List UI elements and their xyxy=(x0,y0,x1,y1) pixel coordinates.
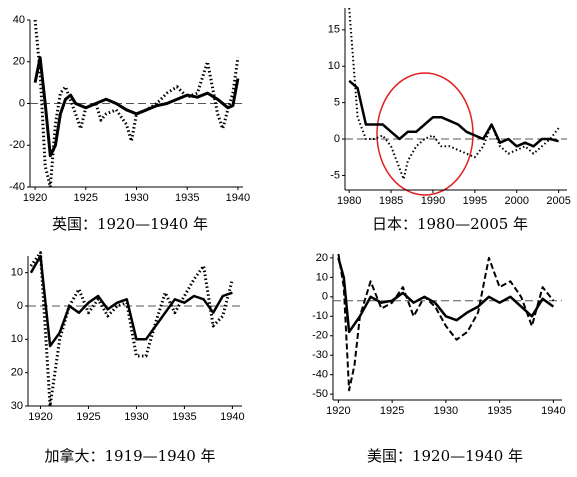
y-tick-label: 15 xyxy=(328,24,340,36)
x-tick-label: 1940 xyxy=(541,405,565,417)
y-tick-label: 10 xyxy=(316,271,328,283)
data-line xyxy=(348,7,560,181)
data-line xyxy=(29,254,233,348)
y-tick-label: 20 xyxy=(11,367,23,379)
x-tick-label: 1980 xyxy=(337,195,361,207)
data-line xyxy=(348,79,559,148)
y-tick-label: 0 xyxy=(19,97,25,109)
x-tick-label: 2005 xyxy=(546,195,570,207)
y-tick-label: -40 xyxy=(9,181,25,193)
x-tick-label: 1925 xyxy=(74,192,98,204)
chart-title: 美国：1920—1940 年 xyxy=(367,447,523,465)
data-line xyxy=(337,257,555,334)
highlight-circle xyxy=(376,72,474,196)
y-tick-label: 20 xyxy=(13,56,25,68)
y-tick-label: 10 xyxy=(11,267,23,279)
x-tick-label: 1995 xyxy=(463,195,487,207)
x-tick-label: 1935 xyxy=(172,411,196,423)
data-line xyxy=(33,56,240,158)
y-tick-label: 0 xyxy=(17,300,23,312)
x-tick-label: 1935 xyxy=(487,405,511,417)
y-tick-label: -40 xyxy=(312,369,328,381)
y-tick-label: 5 xyxy=(334,97,340,109)
x-tick-label: 1925 xyxy=(76,411,100,423)
y-tick-label: -5 xyxy=(330,169,340,181)
x-tick-label: 1930 xyxy=(124,411,148,423)
chart-title: 加拿大：1919—1940 年 xyxy=(44,447,215,465)
chart-title: 英国：1920—1940 年 xyxy=(52,215,208,233)
x-tick-label: 1935 xyxy=(175,192,199,204)
x-tick-label: 1940 xyxy=(220,411,244,423)
y-tick-label: 20 xyxy=(316,252,328,264)
y-tick-label: 0 xyxy=(322,291,328,303)
x-tick-label: 1920 xyxy=(28,411,52,423)
y-tick-label: 30 xyxy=(11,400,23,412)
y-tick-label: -20 xyxy=(9,139,25,151)
y-tick-label: -20 xyxy=(312,330,328,342)
y-tick-label: 0 xyxy=(334,133,340,145)
y-tick-label: -30 xyxy=(312,349,328,361)
y-tick-label: -10 xyxy=(312,310,328,322)
y-tick-label: -50 xyxy=(312,388,328,400)
y-tick-label: 40 xyxy=(13,14,25,26)
data-line xyxy=(33,19,240,189)
x-tick-label: 1920 xyxy=(326,405,350,417)
x-tick-label: 1930 xyxy=(124,192,148,204)
x-tick-label: 2000 xyxy=(504,195,528,207)
x-tick-label: 1990 xyxy=(421,195,445,207)
x-tick-label: 1925 xyxy=(380,405,404,417)
chart-title: 日本：1980—2005 年 xyxy=(372,215,528,233)
data-line xyxy=(337,253,555,392)
x-tick-label: 1930 xyxy=(434,405,458,417)
x-tick-label: 1985 xyxy=(379,195,403,207)
y-tick-label: 10 xyxy=(328,60,340,72)
x-tick-label: 1920 xyxy=(23,192,47,204)
y-tick-label: 10 xyxy=(11,333,23,345)
x-tick-label: 1940 xyxy=(226,192,250,204)
